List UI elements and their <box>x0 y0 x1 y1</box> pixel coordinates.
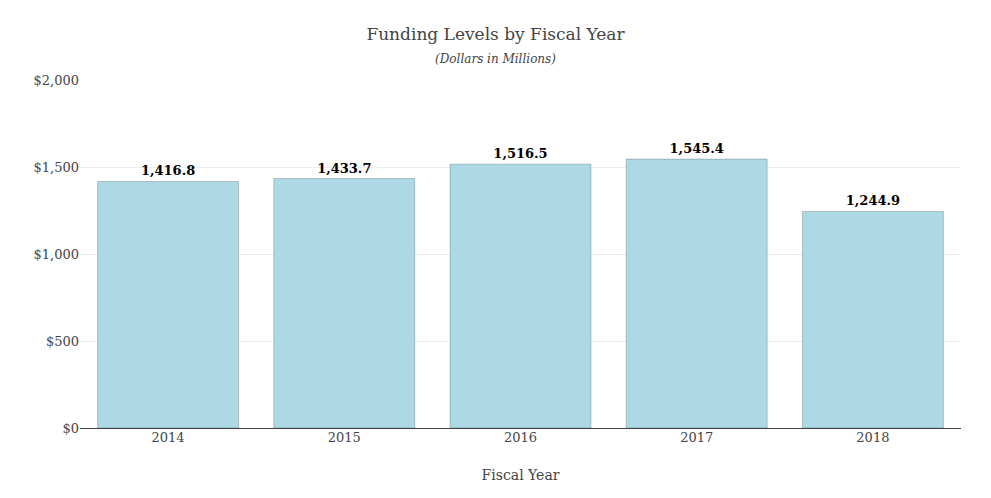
svg-text:Fiscal Year: Fiscal Year <box>482 467 560 483</box>
svg-text:$2,000: $2,000 <box>34 73 80 88</box>
svg-text:$1,000: $1,000 <box>34 247 80 262</box>
svg-text:1,244.9: 1,244.9 <box>846 193 900 208</box>
svg-text:1,416.8: 1,416.8 <box>141 163 195 178</box>
svg-text:2018: 2018 <box>856 430 889 445</box>
svg-text:1,433.7: 1,433.7 <box>317 161 371 176</box>
svg-text:$0: $0 <box>62 421 79 436</box>
svg-text:2016: 2016 <box>504 430 537 445</box>
svg-text:$500: $500 <box>46 334 79 349</box>
svg-text:2014: 2014 <box>152 430 185 445</box>
svg-text:2017: 2017 <box>680 430 713 445</box>
svg-text:2015: 2015 <box>328 430 361 445</box>
svg-text:Funding Levels by Fiscal Year: Funding Levels by Fiscal Year <box>366 24 625 44</box>
svg-text:1,516.5: 1,516.5 <box>493 146 547 161</box>
svg-text:1,545.4: 1,545.4 <box>670 141 724 156</box>
svg-text:$1,500: $1,500 <box>34 160 80 175</box>
svg-text:(Dollars in Millions): (Dollars in Millions) <box>435 52 556 66</box>
